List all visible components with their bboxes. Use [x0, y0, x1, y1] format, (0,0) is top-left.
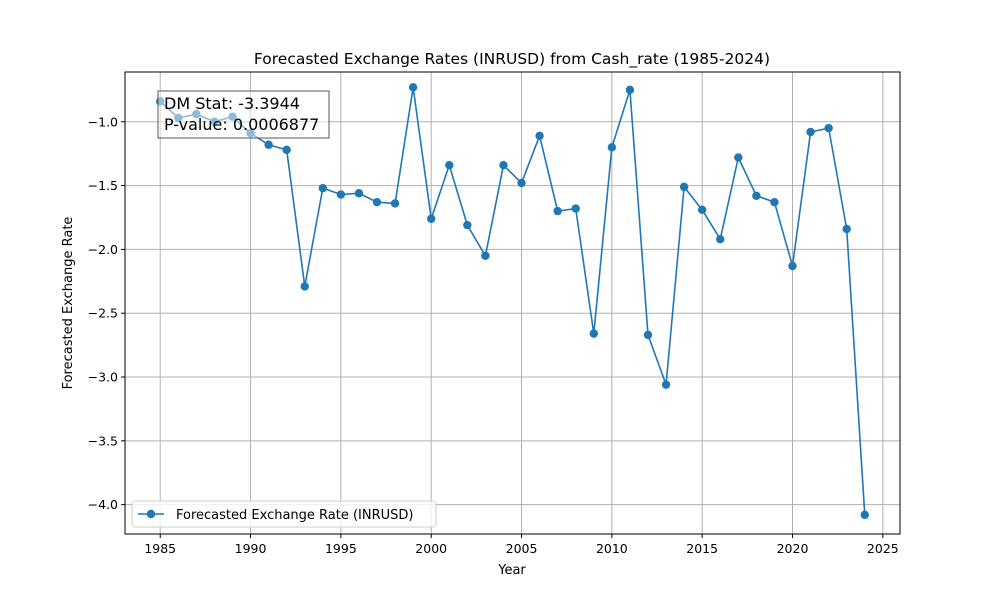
data-point [770, 197, 779, 207]
data-point [318, 183, 328, 193]
x-tick-label: 1985 [144, 541, 176, 556]
y-tick-label: −2.0 [88, 242, 118, 257]
data-point [860, 510, 869, 520]
data-point [553, 206, 562, 216]
x-tick-label: 1995 [325, 541, 357, 556]
data-point [752, 191, 761, 200]
grid [125, 72, 900, 534]
legend-label: Forecasted Exchange Rate (INRUSD) [176, 508, 414, 523]
x-tick-label: 1990 [235, 541, 267, 556]
y-tick-label: −1.0 [88, 114, 118, 129]
x-tick-label: 2020 [777, 541, 809, 556]
data-point [824, 123, 833, 133]
series-line [159, 86, 866, 515]
data-point [300, 282, 309, 291]
data-point [517, 178, 526, 188]
data-point [571, 204, 580, 213]
chart-title: Forecasted Exchange Rates (INRUSD) from … [254, 50, 770, 69]
data-point [697, 205, 707, 215]
y-axis-ticks: −4.0 −3.5 −3.0 −2.5 −2.0 −1.5 −1.0 [88, 114, 125, 512]
data-point [408, 83, 418, 92]
legend-marker-swatch [146, 509, 156, 519]
data-point [264, 140, 273, 149]
data-point [463, 220, 472, 230]
data-point [661, 380, 671, 389]
data-point [427, 214, 436, 223]
data-point [499, 160, 508, 170]
x-tick-label: 2000 [415, 541, 447, 556]
y-tick-label: −2.5 [88, 306, 118, 321]
data-point [336, 190, 346, 199]
p-value-text: P-value: 0.0006877 [164, 115, 319, 134]
data-point [372, 197, 382, 207]
y-tick-label: −4.0 [88, 497, 118, 512]
x-tick-label: 2025 [867, 541, 899, 556]
dm-stat-text: DM Stat: -3.3944 [164, 94, 300, 113]
y-axis-title: Forecasted Exchange Rate [61, 217, 76, 390]
data-point [354, 189, 364, 198]
x-axis-title: Year [497, 563, 526, 578]
data-point [679, 182, 689, 192]
data-point [282, 145, 291, 155]
data-point [589, 329, 598, 338]
data-point [806, 127, 815, 137]
data-point [734, 153, 743, 162]
data-point [535, 131, 544, 141]
y-tick-label: −3.0 [88, 370, 118, 385]
plot-frame [124, 71, 901, 535]
data-point [643, 330, 653, 340]
data-point [788, 261, 797, 271]
y-tick-label: −1.5 [88, 178, 118, 193]
legend: Forecasted Exchange Rate (INRUSD) [131, 500, 437, 528]
data-point [625, 85, 635, 95]
x-tick-label: 2005 [506, 541, 538, 556]
data-point [842, 224, 851, 234]
data-point [481, 251, 490, 260]
data-point [716, 234, 725, 244]
y-tick-label: −3.5 [88, 433, 118, 448]
x-axis-ticks: 1985 1990 1995 2000 2005 2010 2015 2020 2025 [144, 534, 899, 556]
legend-frame [131, 500, 437, 528]
data-point [607, 143, 617, 152]
annotation-frame [157, 90, 330, 139]
annotation-box: DM Stat: -3.3944 P-value: 0.0006877 [157, 90, 330, 139]
x-tick-label: 2015 [686, 541, 718, 556]
x-tick-label: 2010 [596, 541, 628, 556]
data-point [390, 199, 400, 208]
data-point [445, 160, 454, 170]
